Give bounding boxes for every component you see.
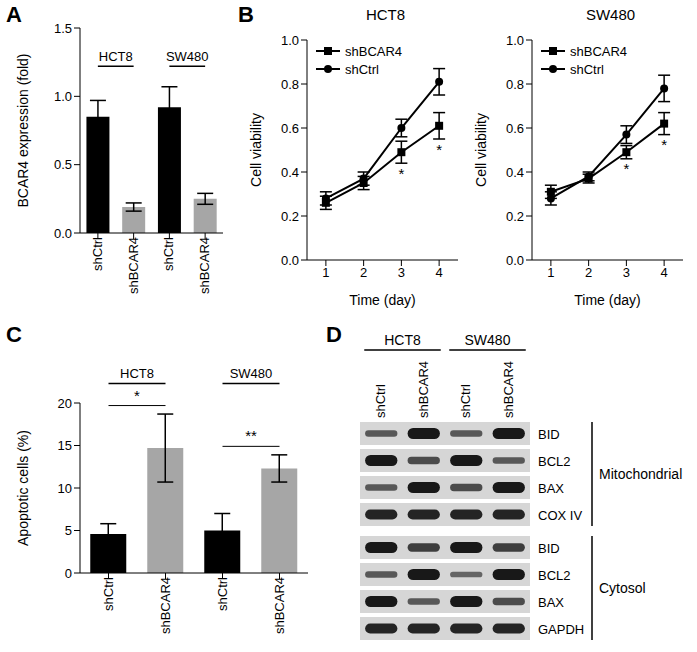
svg-text:0.4: 0.4: [281, 165, 299, 180]
svg-text:shBCAR4: shBCAR4: [158, 577, 173, 634]
svg-text:Time (day): Time (day): [574, 292, 640, 308]
svg-text:shBCAR4: shBCAR4: [272, 577, 287, 634]
svg-text:*: *: [661, 136, 667, 153]
svg-text:**: **: [245, 427, 257, 444]
html-text:D: D: [326, 322, 342, 347]
svg-text:0.4: 0.4: [506, 165, 524, 180]
svg-text:1.0: 1.0: [54, 89, 72, 104]
svg-text:4: 4: [436, 265, 443, 280]
html-text:shCtrl: shCtrl: [345, 61, 379, 77]
svg-text:0.0: 0.0: [506, 253, 524, 268]
svg-text:Cell viability: Cell viability: [248, 113, 264, 187]
html-text:A: A: [6, 2, 22, 27]
svg-text:BID: BID: [538, 427, 560, 442]
svg-text:shCtrl: shCtrl: [373, 384, 388, 418]
html-text:shBCAR4: shBCAR4: [345, 43, 403, 59]
svg-text:1: 1: [322, 265, 329, 280]
svg-text:1.0: 1.0: [281, 33, 299, 48]
html-text:C: C: [6, 322, 22, 347]
svg-text:*: *: [623, 160, 629, 177]
svg-text:1.0: 1.0: [506, 33, 524, 48]
svg-text:shCtrl: shCtrl: [101, 577, 116, 611]
svg-text:Cytosol: Cytosol: [599, 580, 646, 596]
svg-text:*: *: [398, 165, 404, 182]
svg-text:BID: BID: [538, 541, 560, 556]
svg-text:*: *: [436, 141, 442, 158]
svg-text:2: 2: [585, 265, 592, 280]
svg-text:shBCAR4: shBCAR4: [197, 237, 212, 294]
svg-text:shBCAR4: shBCAR4: [416, 361, 431, 418]
html-text:shCtrl: shCtrl: [570, 61, 604, 77]
svg-text:0.8: 0.8: [506, 77, 524, 92]
svg-text:BCL2: BCL2: [538, 454, 571, 469]
svg-text:Mitochondrial: Mitochondrial: [599, 466, 682, 482]
svg-text:1.5: 1.5: [54, 21, 72, 36]
svg-text:0.5: 0.5: [54, 157, 72, 172]
svg-text:BAX: BAX: [538, 595, 564, 610]
svg-text:HCT8: HCT8: [99, 49, 133, 64]
html-text:SW480: SW480: [585, 6, 636, 23]
svg-text:SW480: SW480: [166, 49, 209, 64]
svg-text:Cell viability: Cell viability: [473, 113, 489, 187]
svg-text:5: 5: [65, 523, 72, 538]
svg-text:10: 10: [58, 481, 72, 496]
svg-text:*: *: [134, 387, 140, 404]
svg-text:shCtrl: shCtrl: [90, 237, 105, 271]
svg-text:0.2: 0.2: [506, 209, 524, 224]
html-text:shBCAR4: shBCAR4: [570, 43, 628, 59]
svg-text:BCL2: BCL2: [538, 568, 571, 583]
svg-text:shBCAR4: shBCAR4: [501, 361, 516, 418]
svg-text:1: 1: [547, 265, 554, 280]
svg-text:BAX: BAX: [538, 481, 564, 496]
svg-text:3: 3: [398, 265, 405, 280]
svg-text:HCT8: HCT8: [384, 332, 421, 348]
svg-text:0.8: 0.8: [281, 77, 299, 92]
svg-text:0.0: 0.0: [281, 253, 299, 268]
svg-text:BCAR4 expression (fold): BCAR4 expression (fold): [15, 53, 31, 207]
svg-text:Apoptotic cells (%): Apoptotic cells (%): [15, 430, 31, 546]
svg-text:0.6: 0.6: [506, 121, 524, 136]
svg-text:shCtrl: shCtrl: [215, 577, 230, 611]
html-text:B: B: [238, 2, 254, 27]
svg-text:shCtrl: shCtrl: [458, 384, 473, 418]
svg-text:GAPDH: GAPDH: [538, 622, 584, 637]
svg-text:0: 0: [65, 566, 72, 581]
svg-text:shBCAR4: shBCAR4: [126, 237, 141, 294]
svg-text:HCT8: HCT8: [120, 366, 154, 381]
svg-text:0.0: 0.0: [54, 226, 72, 241]
svg-text:SW480: SW480: [230, 366, 273, 381]
svg-text:20: 20: [58, 396, 72, 411]
svg-text:2: 2: [360, 265, 367, 280]
svg-text:COX IV: COX IV: [538, 508, 582, 523]
svg-text:Time (day): Time (day): [349, 292, 415, 308]
svg-text:0.6: 0.6: [281, 121, 299, 136]
svg-text:4: 4: [661, 265, 668, 280]
svg-text:3: 3: [623, 265, 630, 280]
svg-text:15: 15: [58, 438, 72, 453]
svg-text:SW480: SW480: [465, 332, 511, 348]
html-text:HCT8: HCT8: [365, 6, 406, 23]
svg-text:shCtrl: shCtrl: [161, 237, 176, 271]
svg-text:0.2: 0.2: [281, 209, 299, 224]
